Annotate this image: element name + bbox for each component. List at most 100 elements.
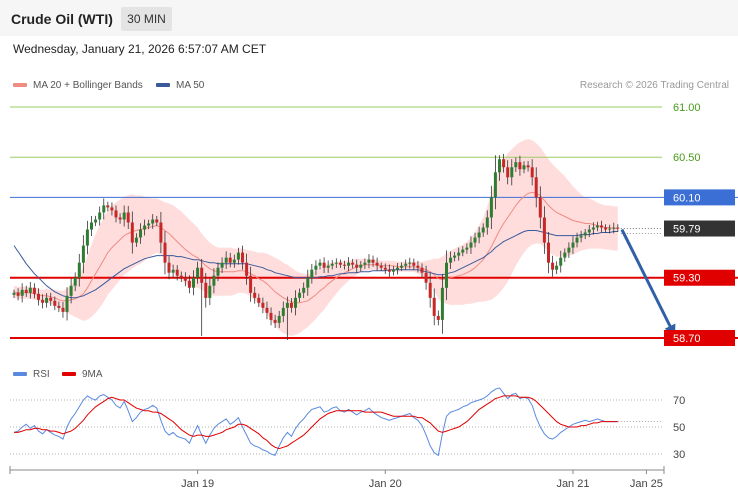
- level-labels: 61.00 60.50 60.10 59.79 59.30 58.70: [664, 102, 735, 346]
- candle-body: [249, 275, 253, 293]
- candle-body: [118, 217, 122, 220]
- candle-body: [289, 302, 293, 308]
- candle-body: [591, 227, 595, 230]
- candle-body: [257, 297, 261, 303]
- candle-body: [493, 172, 497, 198]
- rsi-swatch: [13, 372, 27, 377]
- candle-body: [28, 287, 32, 293]
- candle-body: [204, 282, 208, 298]
- candle-body: [81, 245, 85, 263]
- candle-body: [412, 262, 416, 266]
- candle-body: [16, 292, 20, 296]
- candle-body: [65, 295, 69, 312]
- bollinger-bands: [14, 139, 618, 336]
- candle-body: [600, 225, 603, 228]
- candle-body: [424, 272, 428, 283]
- candle-body: [473, 237, 477, 243]
- candle-body: [277, 315, 281, 323]
- bollinger-band-area: [14, 139, 618, 336]
- candle-body: [245, 262, 249, 276]
- x-axis: Jan 19 Jan 20 Jan 21 Jan 25: [9, 466, 665, 490]
- candle-body: [522, 165, 526, 170]
- candle-body: [461, 249, 465, 253]
- x-label-Jan 19: Jan 19: [181, 478, 214, 490]
- candle-body: [375, 262, 379, 266]
- rsi-ma-swatch: [62, 372, 76, 377]
- candle-body: [269, 312, 273, 320]
- candle-body: [502, 159, 506, 168]
- candle-body: [261, 302, 265, 308]
- candle-body: [436, 315, 440, 320]
- candle-body: [77, 262, 81, 278]
- candle-body: [481, 227, 485, 233]
- candle-body: [465, 247, 469, 250]
- candle-body: [587, 229, 591, 233]
- candle-body: [612, 227, 616, 229]
- candle-body: [538, 197, 542, 218]
- x-label-Jan 21: Jan 21: [556, 478, 589, 490]
- timeframe-badge[interactable]: 30 MIN: [121, 7, 172, 31]
- candle-body: [604, 227, 608, 230]
- candle-body: [445, 262, 448, 288]
- candle-body: [534, 177, 538, 198]
- candle-body: [294, 297, 297, 308]
- candle-body: [469, 242, 473, 248]
- chart-header: Crude Oil (WTI) 30 MIN: [0, 0, 738, 36]
- candle-body: [526, 165, 530, 168]
- level-tag-58.70: [664, 330, 735, 346]
- candle-body: [387, 269, 391, 272]
- candle-body: [530, 167, 534, 178]
- candle-body: [547, 242, 550, 263]
- rsi-panel: 70 50 30: [10, 387, 685, 461]
- candle-body: [595, 225, 599, 228]
- candle-body: [32, 287, 36, 294]
- candle-body: [367, 259, 371, 263]
- candle-body: [371, 259, 375, 263]
- candle-body: [330, 263, 334, 266]
- candle-body: [183, 277, 187, 281]
- candle-body: [130, 222, 134, 243]
- level-tag-60.10: [664, 189, 735, 206]
- candle-body: [12, 292, 16, 295]
- candle-body: [416, 265, 420, 268]
- level-label-58.70: 58.70: [673, 333, 701, 345]
- candle-body: [326, 265, 330, 268]
- candle-body: [73, 277, 77, 286]
- legend-rsi-label: RSI: [33, 369, 50, 380]
- candle-body: [57, 305, 61, 308]
- candle-body: [408, 262, 412, 264]
- candle-body: [220, 262, 224, 268]
- rsi-tick-30: 30: [673, 449, 685, 461]
- ma50-swatch: [156, 83, 170, 88]
- bb-swatch: [13, 83, 27, 88]
- candle-body: [579, 235, 583, 238]
- candle-body: [94, 219, 98, 223]
- candle-body: [510, 167, 514, 178]
- candle-body: [542, 217, 546, 243]
- candle-body: [567, 247, 571, 253]
- candle-body: [338, 262, 342, 265]
- candle-body: [363, 262, 367, 265]
- candle-body: [616, 227, 620, 229]
- candle-body: [551, 262, 555, 270]
- candle-body: [85, 229, 89, 246]
- candle-body: [355, 264, 359, 268]
- candle-body: [212, 275, 216, 286]
- candle-body: [187, 280, 191, 288]
- candle-body: [151, 219, 155, 224]
- level-tag-59.30: [664, 269, 735, 286]
- candle-body: [232, 259, 236, 263]
- candle-body: [265, 307, 269, 313]
- candle-body: [98, 212, 102, 220]
- candle-body: [192, 277, 195, 288]
- candle-body: [200, 267, 204, 283]
- candle-body: [334, 262, 338, 264]
- candle-body: [216, 267, 220, 276]
- candle-body: [396, 267, 399, 270]
- candle-body: [489, 197, 493, 218]
- legend-rsi: RSI: [13, 369, 50, 380]
- candle-body: [559, 257, 563, 266]
- candle-body: [571, 242, 575, 248]
- candle-body: [155, 219, 159, 223]
